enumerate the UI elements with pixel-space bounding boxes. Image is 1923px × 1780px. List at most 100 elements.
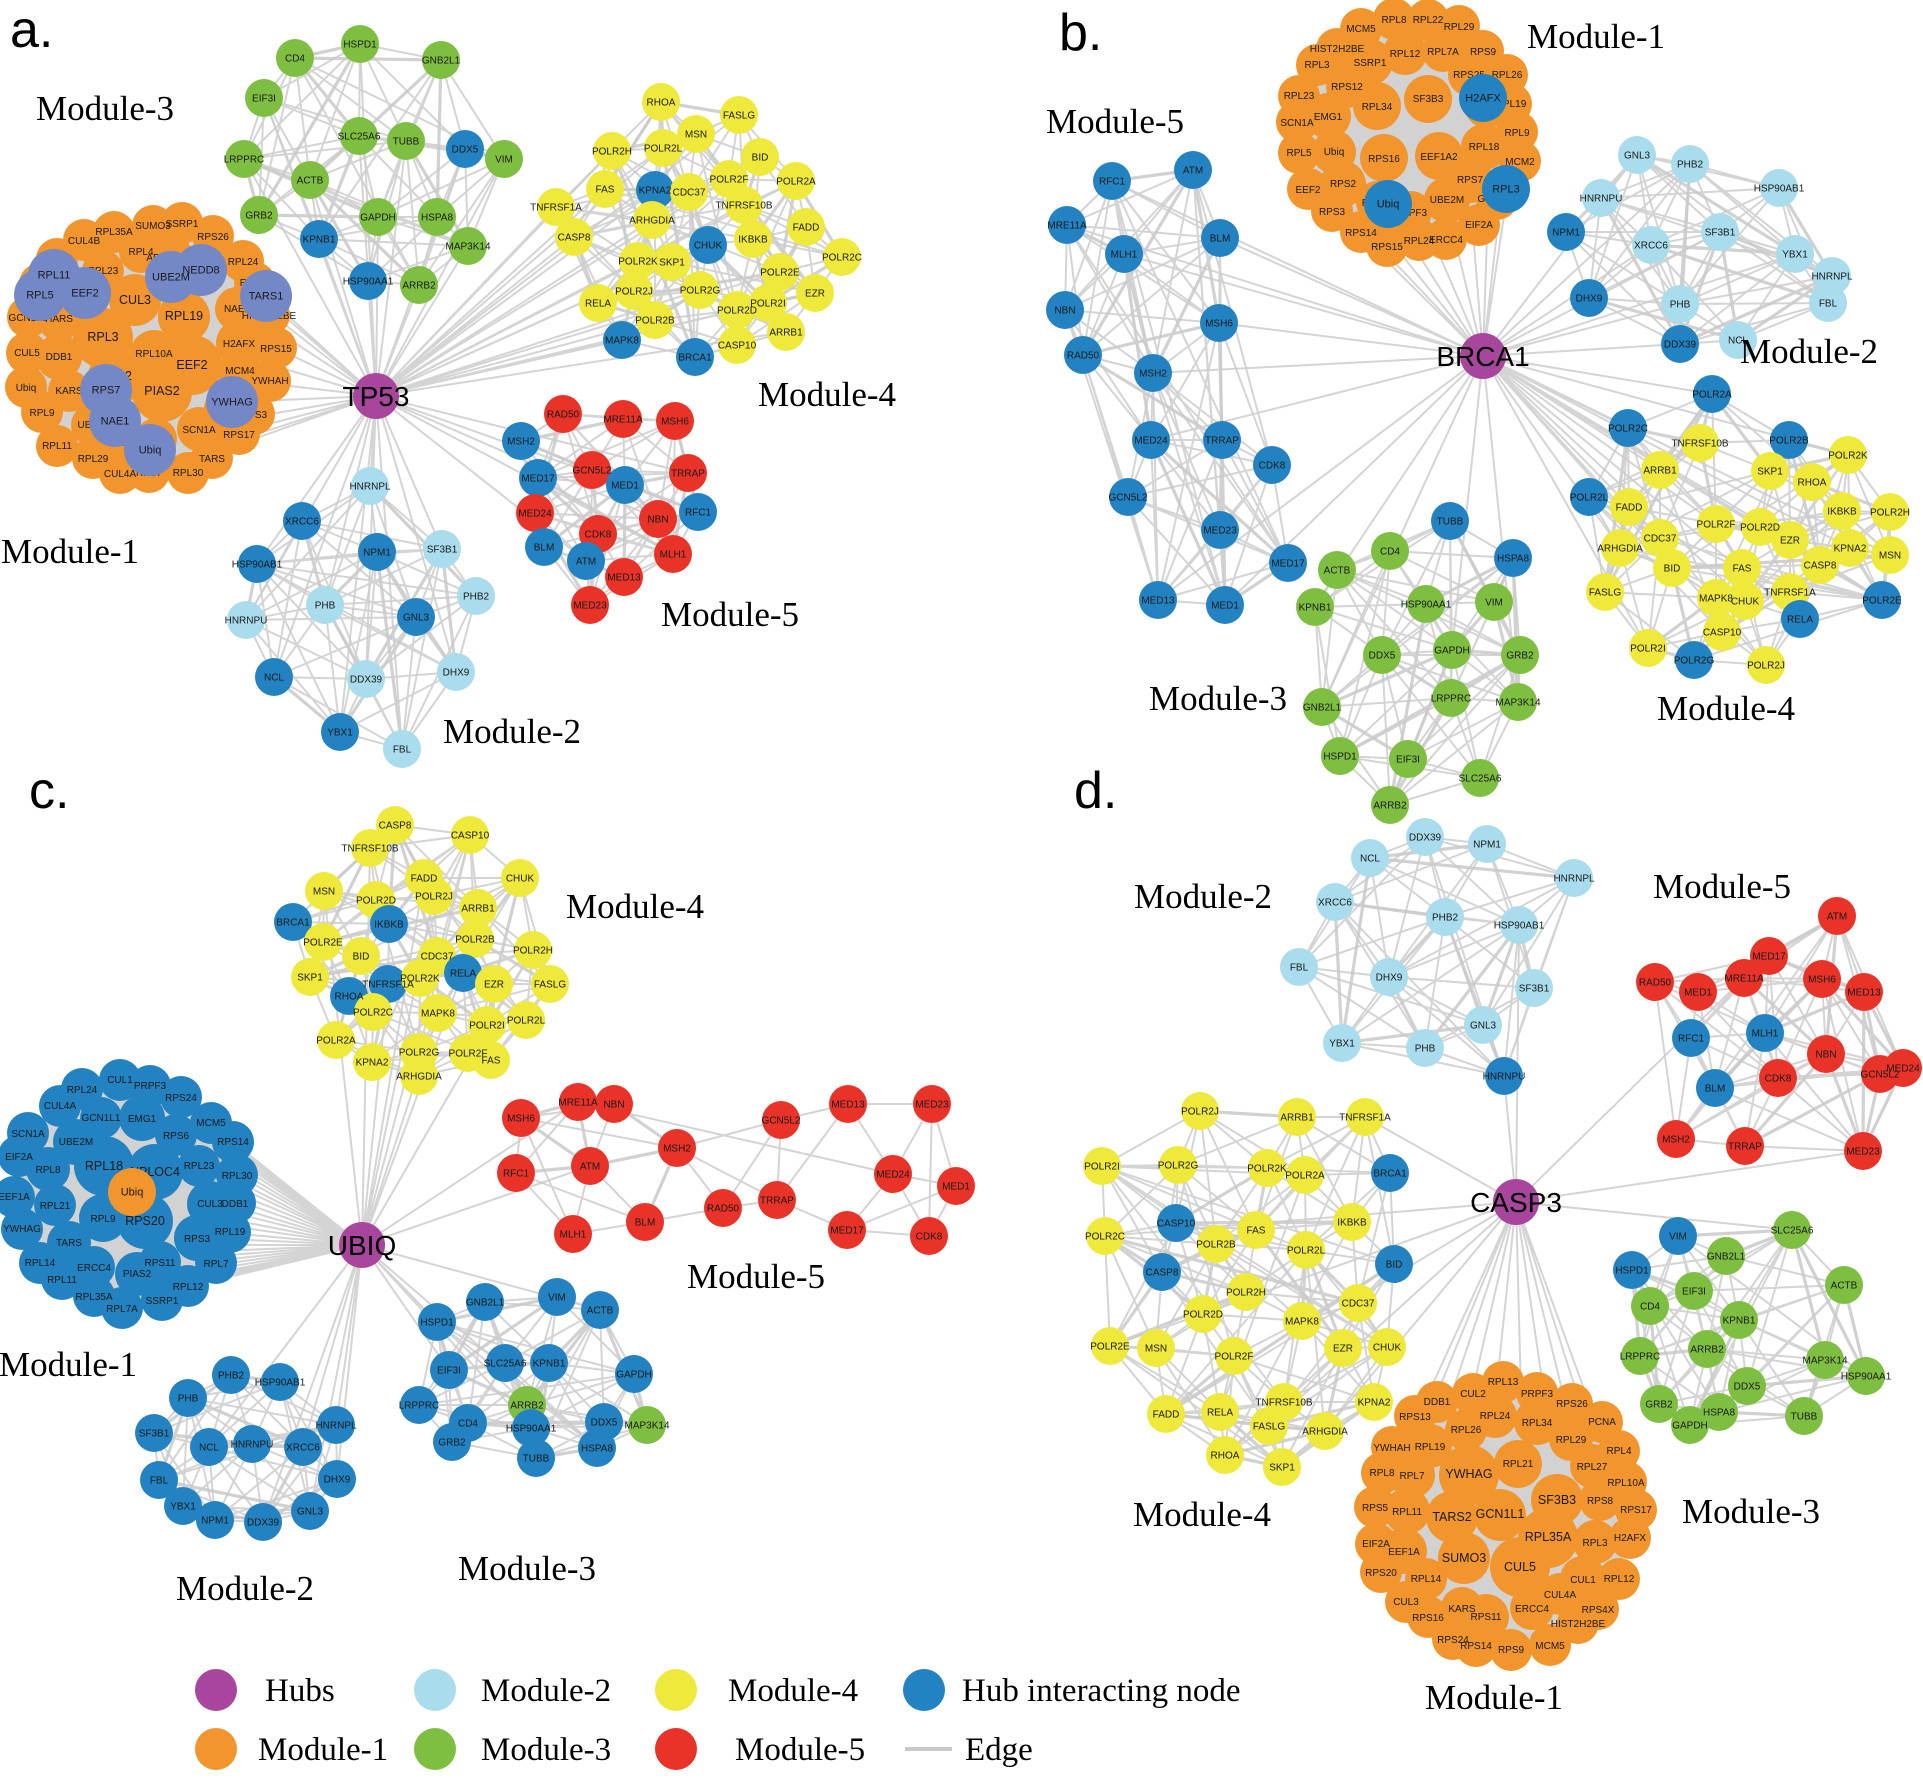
- svg-text:MCM2: MCM2: [1505, 157, 1535, 168]
- svg-text:HSP90AA1: HSP90AA1: [343, 277, 394, 288]
- svg-text:RPL24: RPL24: [1480, 1411, 1511, 1422]
- svg-text:HNRNPL: HNRNPL: [1553, 874, 1595, 885]
- svg-text:CASP8: CASP8: [1804, 561, 1837, 572]
- svg-text:NEDD8: NEDD8: [182, 265, 219, 277]
- svg-text:YBX1: YBX1: [327, 728, 353, 739]
- svg-text:CDC37: CDC37: [421, 952, 454, 963]
- svg-text:Module-4: Module-4: [758, 375, 896, 414]
- svg-text:HNRNPU: HNRNPU: [1580, 194, 1623, 205]
- svg-text:ARRB2: ARRB2: [1373, 801, 1407, 812]
- svg-text:RPL22: RPL22: [1413, 15, 1444, 26]
- svg-text:SLC25A6: SLC25A6: [1459, 774, 1502, 785]
- svg-text:POLR2L: POLR2L: [644, 144, 683, 155]
- svg-text:VIM: VIM: [495, 155, 513, 166]
- svg-text:POLR2B: POLR2B: [455, 935, 495, 946]
- svg-text:MED1: MED1: [1684, 988, 1712, 999]
- svg-text:ARRB2: ARRB2: [402, 281, 436, 292]
- svg-text:YBX1: YBX1: [1329, 1039, 1355, 1050]
- svg-text:POLR2G: POLR2G: [1674, 656, 1715, 667]
- svg-text:a.: a.: [10, 1, 53, 59]
- svg-text:RFC1: RFC1: [503, 1169, 530, 1180]
- svg-text:RPL10A: RPL10A: [135, 349, 173, 360]
- svg-text:MRE11A: MRE11A: [1047, 221, 1087, 232]
- svg-text:MED13: MED13: [607, 573, 641, 584]
- svg-text:RPS11: RPS11: [145, 1258, 176, 1269]
- svg-text:GNL3: GNL3: [1624, 151, 1651, 162]
- svg-text:POLR2J: POLR2J: [1181, 1107, 1219, 1118]
- svg-text:RPL23: RPL23: [1284, 91, 1315, 102]
- svg-text:SCN1A: SCN1A: [182, 425, 216, 436]
- svg-text:BLM: BLM: [635, 1218, 656, 1229]
- svg-text:Ubiq: Ubiq: [1324, 147, 1345, 158]
- svg-text:KPNA2: KPNA2: [1834, 544, 1867, 555]
- svg-text:EIF3I: EIF3I: [252, 94, 276, 105]
- svg-text:RPL9: RPL9: [1504, 128, 1529, 139]
- svg-text:POLR2D: POLR2D: [356, 896, 396, 907]
- svg-text:POLR2K: POLR2K: [400, 974, 440, 985]
- svg-text:BLM: BLM: [534, 543, 555, 554]
- svg-text:RPL24: RPL24: [1404, 236, 1435, 247]
- svg-text:MAPK8: MAPK8: [1285, 1317, 1319, 1328]
- svg-text:CDK8: CDK8: [916, 1232, 943, 1243]
- svg-text:POLR2D: POLR2D: [717, 306, 757, 317]
- svg-text:TNFRSF10B: TNFRSF10B: [341, 844, 399, 855]
- svg-text:POLR2J: POLR2J: [615, 287, 653, 298]
- svg-text:SF3B3: SF3B3: [1413, 94, 1444, 105]
- svg-text:GCN1L1: GCN1L1: [1476, 1507, 1525, 1521]
- svg-text:RPS13: RPS13: [1399, 1412, 1431, 1423]
- svg-text:CUL5: CUL5: [14, 348, 40, 359]
- svg-text:MSN: MSN: [685, 130, 707, 141]
- svg-text:LRPPRC: LRPPRC: [399, 1401, 440, 1412]
- svg-text:HNRNPL: HNRNPL: [349, 482, 391, 493]
- svg-text:TNFRSF1A: TNFRSF1A: [1764, 588, 1816, 599]
- svg-text:HSPA8: HSPA8: [1703, 1408, 1735, 1419]
- svg-text:RPS7: RPS7: [1457, 175, 1484, 186]
- svg-text:POLR2E: POLR2E: [1090, 1342, 1130, 1353]
- svg-text:RPL7: RPL7: [1399, 1471, 1424, 1482]
- svg-text:MAPK8: MAPK8: [605, 336, 639, 347]
- svg-text:RPL11: RPL11: [42, 441, 72, 452]
- svg-text:TRRAP: TRRAP: [760, 1196, 794, 1207]
- svg-text:HSPD1: HSPD1: [343, 40, 377, 51]
- svg-text:RPL4: RPL4: [128, 247, 153, 258]
- svg-text:TUBB: TUBB: [1791, 1412, 1818, 1423]
- svg-text:UBIQ: UBIQ: [328, 1230, 396, 1261]
- svg-text:RELA: RELA: [585, 299, 611, 310]
- svg-text:RPL34: RPL34: [1362, 102, 1393, 113]
- svg-text:POLR2I: POLR2I: [1084, 1162, 1120, 1173]
- svg-text:Module-1: Module-1: [1527, 17, 1665, 56]
- svg-text:NAE1: NAE1: [224, 304, 251, 315]
- svg-text:MED24: MED24: [1886, 1064, 1920, 1075]
- svg-text:MED17: MED17: [1271, 559, 1305, 570]
- svg-text:Module-1: Module-1: [1, 532, 139, 571]
- svg-text:H2AFX: H2AFX: [223, 339, 256, 350]
- svg-text:MAP3K14: MAP3K14: [1802, 1356, 1847, 1367]
- svg-text:LRPPRC: LRPPRC: [1431, 694, 1472, 705]
- svg-text:CHUK: CHUK: [506, 874, 535, 885]
- svg-text:MED23: MED23: [573, 601, 607, 612]
- svg-text:POLR2J: POLR2J: [1747, 661, 1785, 672]
- svg-text:GRB2: GRB2: [1645, 1400, 1673, 1411]
- svg-text:POLR2H: POLR2H: [513, 946, 553, 957]
- svg-text:PHB2: PHB2: [463, 592, 490, 603]
- svg-text:RAD50: RAD50: [707, 1204, 740, 1215]
- svg-text:FBL: FBL: [1819, 299, 1838, 310]
- svg-text:DHX9: DHX9: [324, 1475, 351, 1486]
- svg-text:Module-3: Module-3: [1149, 679, 1287, 718]
- svg-text:CASP8: CASP8: [1146, 1268, 1179, 1279]
- svg-text:POLR2G: POLR2G: [680, 286, 721, 297]
- svg-text:POLR2C: POLR2C: [353, 1008, 393, 1019]
- svg-text:CDC37: CDC37: [1342, 1299, 1375, 1310]
- svg-text:GCN5L2: GCN5L2: [573, 466, 612, 477]
- svg-text:POLR2D: POLR2D: [1183, 1310, 1223, 1321]
- svg-text:RPL18: RPL18: [1469, 142, 1500, 153]
- svg-text:DDX39: DDX39: [350, 675, 383, 686]
- svg-text:ARRB1: ARRB1: [1643, 466, 1677, 477]
- svg-text:HSPD1: HSPD1: [1615, 1266, 1649, 1277]
- svg-text:YWHAH: YWHAH: [251, 376, 288, 387]
- svg-text:FASLG: FASLG: [534, 980, 566, 991]
- svg-text:ACTB: ACTB: [587, 1306, 614, 1317]
- svg-text:MAP3K14: MAP3K14: [445, 242, 490, 253]
- svg-text:MLH1: MLH1: [1752, 1029, 1779, 1040]
- svg-text:NPM1: NPM1: [1552, 228, 1580, 239]
